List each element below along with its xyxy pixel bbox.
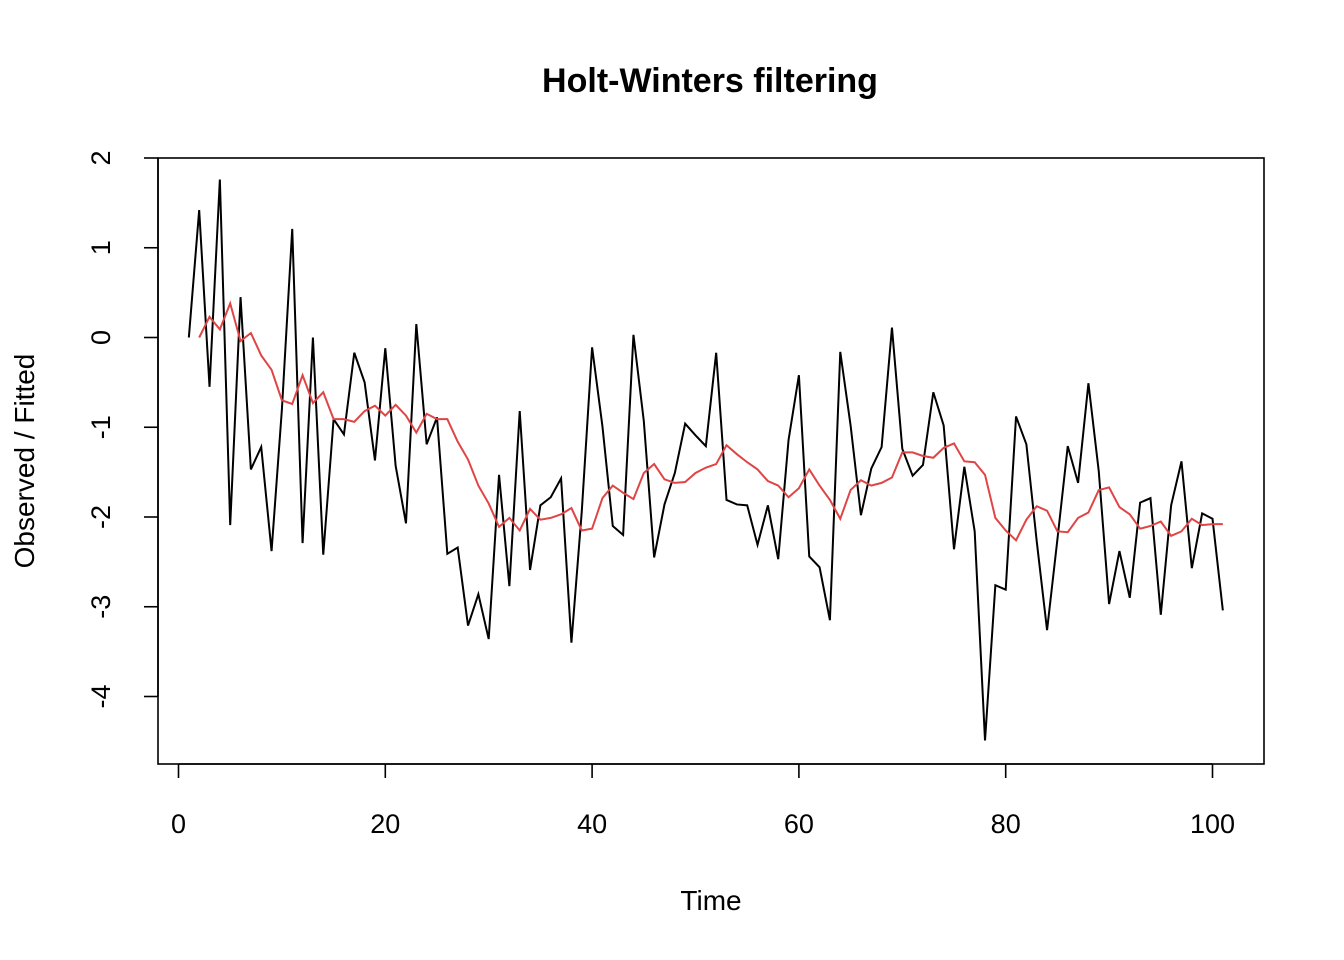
- y-tick-label: 2: [86, 150, 116, 165]
- y-tick-label: -2: [86, 505, 116, 529]
- x-axis-label: Time: [680, 885, 741, 916]
- y-tick-label: -3: [86, 595, 116, 619]
- y-tick-label: 1: [86, 240, 116, 255]
- fitted-series-line: [198, 300, 1223, 542]
- y-tick-label: -1: [86, 415, 116, 439]
- observed-series-line: [187, 179, 1224, 741]
- x-tick-label: 60: [784, 809, 814, 839]
- y-tick-label: -4: [86, 684, 116, 708]
- x-tick-label: 80: [991, 809, 1021, 839]
- x-tick-label: 40: [577, 809, 607, 839]
- x-tick-label: 0: [171, 809, 186, 839]
- y-axis-label: Observed / Fitted: [9, 354, 40, 569]
- x-tick-label: 20: [370, 809, 400, 839]
- series-layer: [187, 179, 1224, 741]
- chart-title: Holt-Winters filtering: [542, 62, 878, 100]
- y-axis: -4 -3 -2 -1 0 1 2: [86, 150, 159, 709]
- y-tick-label: 0: [86, 330, 116, 345]
- x-axis: 0 20 40 60 80 100: [171, 763, 1235, 839]
- x-tick-label: 100: [1190, 809, 1235, 839]
